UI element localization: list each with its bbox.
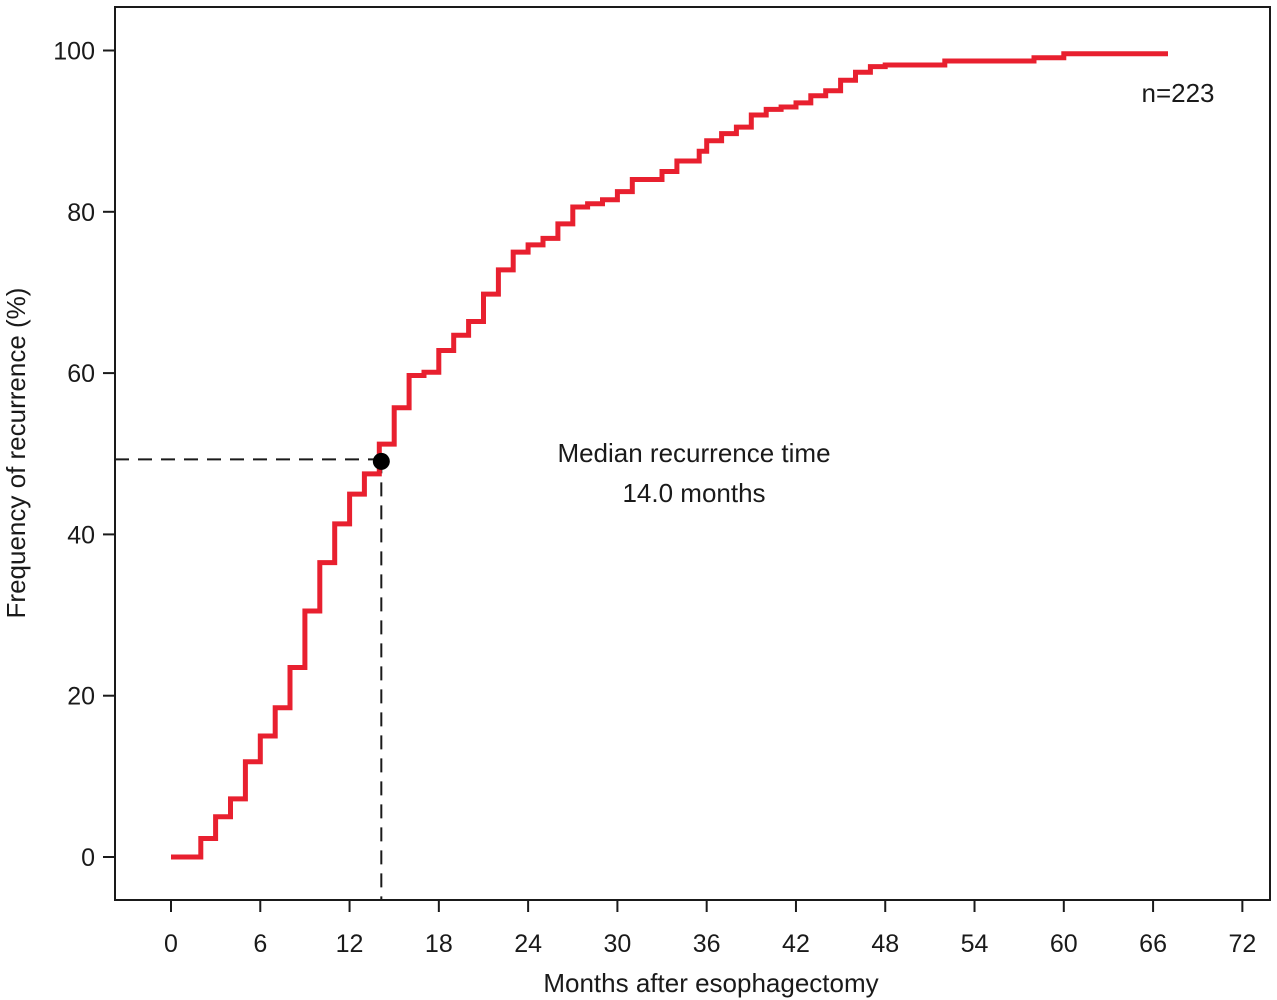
x-tick-label: 36: [693, 930, 721, 958]
y-tick-label: 20: [67, 683, 95, 711]
y-tick-label: 100: [53, 38, 95, 66]
y-tick-label: 80: [67, 199, 95, 227]
x-tick-label: 30: [603, 930, 631, 958]
x-axis-title: Months after esophagectomy: [543, 968, 878, 998]
x-tick-label: 66: [1139, 930, 1167, 958]
median-annotation-line-1: Median recurrence time: [557, 438, 830, 468]
x-tick-label: 48: [871, 930, 899, 958]
sample-size-label: n=223: [1141, 78, 1214, 108]
x-axis: 0 6 12 18 24 30 36 42 48 54 60 66 72: [164, 900, 1256, 958]
median-point-layer: [372, 452, 390, 470]
x-tick-label: 72: [1228, 930, 1256, 958]
y-tick-label: 60: [67, 360, 95, 388]
recurrence-step-line: [171, 51, 1168, 860]
median-point: [372, 452, 390, 470]
x-tick-label: 60: [1050, 930, 1078, 958]
y-tick-label: 40: [67, 521, 95, 549]
median-guides: [115, 458, 383, 900]
x-tick-label: 42: [782, 930, 810, 958]
x-tick-label: 24: [514, 930, 542, 958]
y-axis: 0 20 40 60 80 100: [53, 38, 115, 872]
y-axis-title: Frequency of recurrence (%): [1, 288, 31, 619]
x-tick-label: 6: [253, 930, 267, 958]
median-annotation-line-2: 14.0 months: [622, 478, 765, 508]
x-tick-label: 18: [425, 930, 453, 958]
plot-frame: [114, 6, 1271, 901]
series-layer: [171, 51, 1168, 860]
x-tick-label: 0: [164, 930, 178, 958]
x-tick-label: 54: [961, 930, 989, 958]
x-tick-label: 12: [336, 930, 364, 958]
y-tick-label: 0: [81, 844, 95, 872]
